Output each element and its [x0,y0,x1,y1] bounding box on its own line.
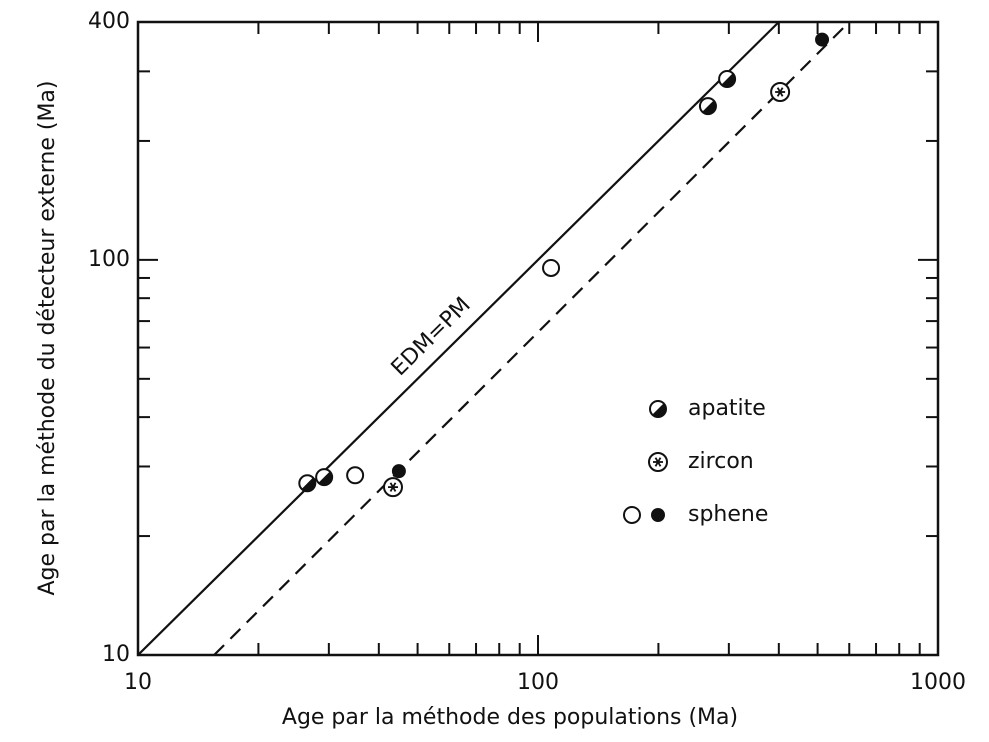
marker-circle [346,466,365,485]
marker-fill [652,403,666,417]
y-tick-label: 400 [88,9,130,34]
y-tick-label: 10 [102,642,130,667]
marker-circle [651,508,665,522]
point [648,452,668,472]
legend-label: zircon [688,449,754,474]
x-tick-label: 10 [124,670,152,695]
point [770,82,791,103]
point [815,32,830,47]
marker-circle [542,258,561,277]
point [698,97,717,116]
marker-circle [815,32,830,47]
marker-circle [623,506,641,524]
point [315,468,334,487]
point [382,477,403,498]
x-axis-label: Age par la méthode des populations (Ma) [282,705,738,730]
point [391,464,406,479]
point [346,466,365,485]
marker-star [389,482,397,492]
point [542,258,561,277]
legend-label: apatite [688,396,766,421]
point [649,400,667,418]
line-label: EDM=PM [387,293,476,381]
marker-star [654,457,662,467]
point [651,508,665,522]
x-tick-label: 100 [517,670,559,695]
marker-fill [721,73,736,87]
y-axis-label: Age par la méthode du détecteur externe … [35,81,60,596]
marker-fill [301,477,316,492]
reference-line [137,21,780,656]
legend-label: sphene [688,502,768,527]
plot-frame [136,20,940,657]
marker-fill [318,471,333,486]
reference-line [213,21,851,656]
y-tick-label: 100 [88,247,130,272]
x-tick-label: 1000 [910,670,966,695]
marker-star [776,87,784,97]
marker-fill [702,100,716,115]
point [298,474,317,493]
marker-circle [391,464,406,479]
point [718,69,737,88]
point [623,506,641,524]
